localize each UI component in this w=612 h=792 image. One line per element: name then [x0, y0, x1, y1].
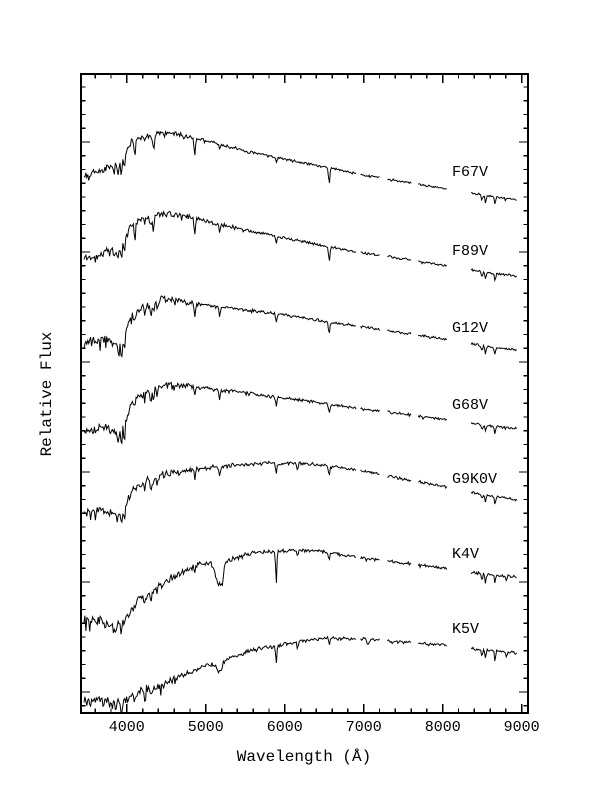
x-tick-label: 6000 [267, 719, 303, 736]
spectrum-trace-K5V [83, 635, 518, 713]
spectrum-label-G9K0V: G9K0V [452, 471, 497, 488]
x-tick-label: 5000 [188, 719, 224, 736]
spectrum-label-G12V: G12V [452, 320, 488, 337]
spectrum-trace-F89V [83, 209, 517, 283]
spectrum-trace-G68V [83, 381, 518, 445]
spectrum-label-K5V: K5V [452, 621, 479, 638]
spectrum-trace-F67V [83, 129, 517, 205]
x-tick-label: 7000 [346, 719, 382, 736]
spectrum-label-F67V: F67V [452, 164, 488, 181]
plot-frame [80, 73, 529, 714]
spectrum-trace-G12V [83, 295, 517, 358]
x-tick-label: 8000 [425, 719, 461, 736]
spectrum-trace-G9K0V [83, 460, 518, 524]
spectrum-trace-K4V [83, 548, 517, 635]
x-axis-label: Wavelength (Å) [236, 748, 372, 766]
x-tick-label: 4000 [109, 719, 145, 736]
spectrum-label-F89V: F89V [452, 243, 488, 260]
y-axis-label: Relative Flux [38, 331, 56, 457]
spectrum-label-G68V: G68V [452, 397, 488, 414]
x-tick-label: 9000 [504, 719, 540, 736]
spectrum-label-K4V: K4V [452, 546, 479, 563]
